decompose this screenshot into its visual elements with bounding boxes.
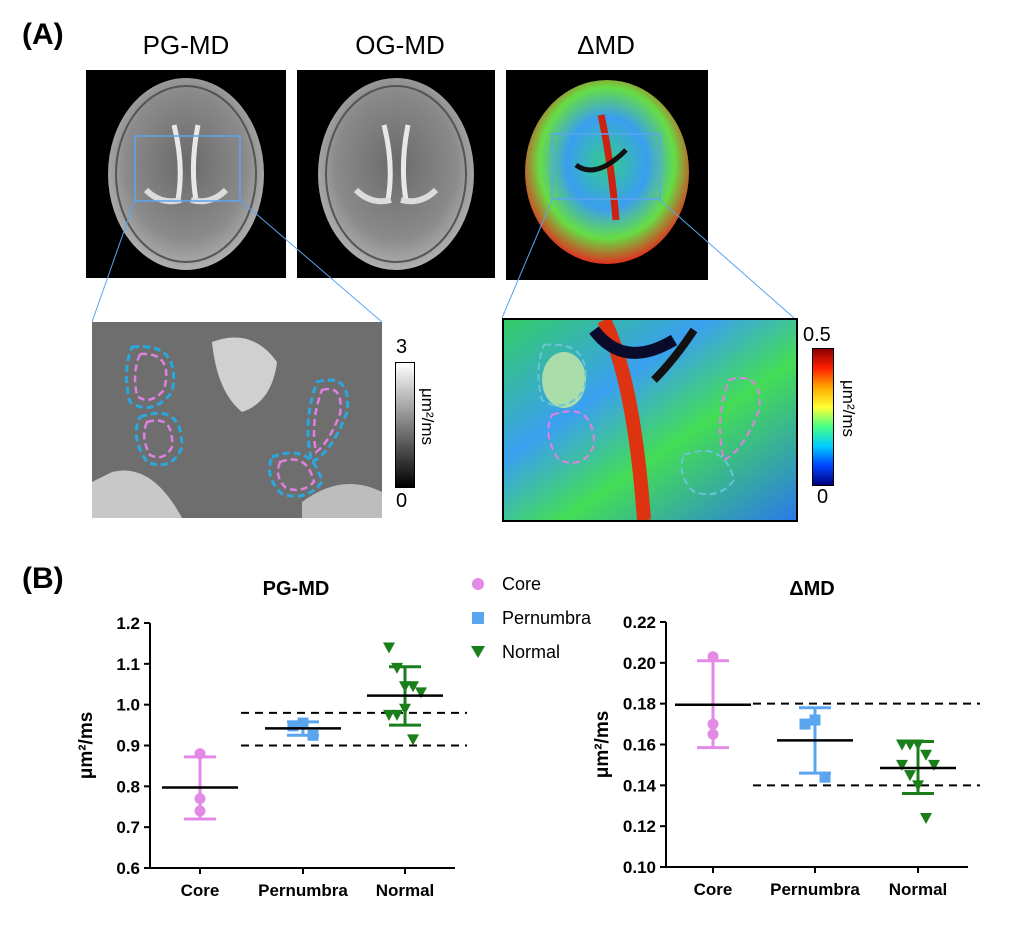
- legend-label-pernumbra: Pernumbra: [502, 607, 592, 628]
- y-tick-label: 0.12: [623, 817, 656, 836]
- data-point: [912, 739, 924, 751]
- pgmd-image-title: PG-MD: [142, 30, 230, 60]
- delta-md-brain-image: [506, 70, 708, 280]
- data-point: [920, 749, 932, 761]
- color-colorbar-unit: μm²/ms: [839, 380, 858, 438]
- data-point: [819, 771, 831, 783]
- legend-item-core: Core: [468, 572, 541, 596]
- color-colorbar-max: 0.5: [803, 324, 831, 346]
- data-point: [399, 703, 411, 715]
- legend: Core Pernumbra Normal: [468, 572, 618, 668]
- legend-item-normal: Normal: [468, 640, 560, 664]
- data-point: [707, 728, 719, 740]
- x-tick-label: Normal: [376, 881, 435, 900]
- gray-colorbar-unit: μm²/ms: [418, 388, 437, 446]
- data-point: [809, 714, 821, 726]
- legend-label-core: Core: [502, 573, 542, 594]
- ogmd-brain-image: [297, 70, 495, 278]
- x-tick-label: Core: [694, 880, 733, 899]
- data-point: [391, 709, 403, 721]
- data-point: [383, 709, 395, 721]
- data-point: [399, 681, 411, 693]
- gray-colorbar: [395, 362, 415, 488]
- y-tick-label: 0.7: [116, 818, 140, 837]
- y-tick-label: 0.10: [623, 858, 656, 877]
- data-point: [928, 759, 940, 771]
- data-point: [194, 805, 206, 817]
- y-tick-label: 1.2: [116, 614, 140, 633]
- ogmd-image-title: OG-MD: [355, 30, 445, 60]
- x-tick-label: Core: [181, 881, 220, 900]
- zoom-connector-lines: [91, 199, 795, 323]
- y-tick-label: 0.6: [116, 859, 140, 878]
- panel-a-label: (A): [22, 18, 64, 51]
- y-tick-label: 0.20: [623, 654, 656, 673]
- data-point: [896, 759, 908, 771]
- data-point: [383, 642, 395, 654]
- y-tick-label: 0.22: [623, 613, 656, 632]
- data-point: [896, 739, 908, 751]
- gray-colorbar-max: 3: [396, 336, 408, 358]
- data-point: [920, 813, 932, 824]
- data-point: [287, 720, 299, 732]
- y-tick-label: 0.16: [623, 736, 656, 755]
- delta-md-image-title: ΔMD: [577, 30, 635, 60]
- data-point: [407, 734, 419, 746]
- y-axis-label: μm²/ms: [592, 711, 613, 779]
- y-tick-label: 1.0: [116, 696, 140, 715]
- data-point: [415, 687, 427, 699]
- chart-title: PG-MD: [263, 578, 330, 600]
- data-point: [307, 729, 319, 741]
- delta-md-dot-plot: ΔMD μm²/ms 0.10 0.12 0.14 0.16 0.18 0.20 0.22 Cor…: [592, 578, 980, 899]
- pgmd-dot-plot: PG-MD μm²/ms 0.6 0.7 0.8 0.9 1.0 1.1 1.2 Core Pern…: [76, 578, 467, 900]
- data-point: [707, 651, 719, 663]
- y-axis-label: μm²/ms: [76, 712, 97, 780]
- color-colorbar: [812, 348, 834, 486]
- data-point: [904, 739, 916, 751]
- y-tick-label: 0.14: [623, 776, 657, 795]
- y-tick-label: 0.9: [116, 737, 140, 756]
- x-tick-label: Pernumbra: [770, 880, 860, 899]
- panel-b-label: (B): [22, 562, 64, 595]
- gray-colorbar-min: 0: [396, 490, 408, 512]
- data-point: [297, 717, 309, 729]
- color-colorbar-min: 0: [817, 486, 829, 508]
- legend-label-normal: Normal: [502, 641, 561, 662]
- y-tick-label: 0.8: [116, 777, 140, 796]
- x-tick-label: Pernumbra: [258, 881, 348, 900]
- data-point: [912, 780, 924, 792]
- delta-md-zoom-image: [502, 318, 798, 522]
- data-point: [194, 748, 206, 760]
- data-point: [707, 718, 719, 730]
- data-point: [904, 770, 916, 782]
- data-point: [407, 681, 419, 693]
- y-tick-label: 0.18: [623, 695, 656, 714]
- data-point: [799, 718, 811, 730]
- legend-item-pernumbra: Pernumbra: [468, 606, 591, 630]
- chart-title: ΔMD: [789, 578, 834, 600]
- data-point: [391, 662, 403, 674]
- y-tick-label: 1.1: [116, 655, 140, 674]
- x-tick-label: Normal: [889, 880, 948, 899]
- data-point: [194, 793, 206, 805]
- pgmd-zoom-image: [92, 322, 382, 518]
